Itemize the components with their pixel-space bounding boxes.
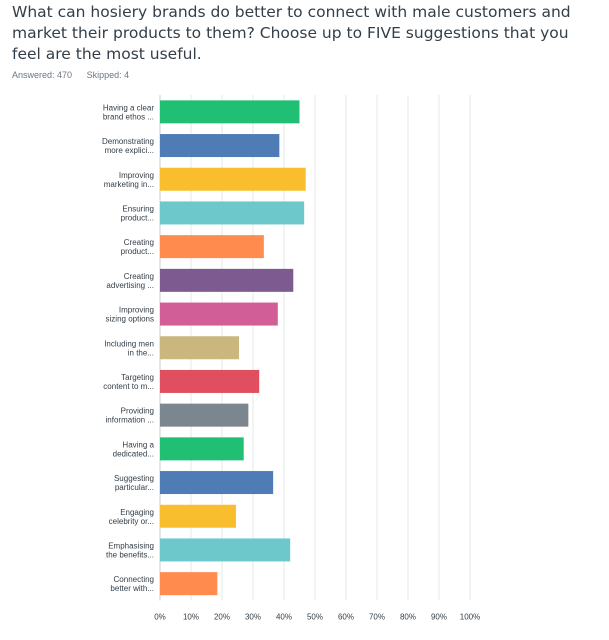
category-label: Emphasising the benefits... bbox=[106, 541, 154, 559]
category-label-line: Creating bbox=[124, 238, 154, 247]
bar bbox=[160, 403, 249, 427]
bar bbox=[160, 134, 280, 158]
x-tick-label: 70% bbox=[369, 613, 385, 622]
bar bbox=[160, 201, 305, 225]
category-label: Improving sizing options bbox=[106, 306, 154, 324]
category-label-line: Having a clear bbox=[103, 103, 154, 112]
x-tick-label: 40% bbox=[276, 613, 292, 622]
category-label-line: Providing bbox=[121, 407, 154, 416]
bar bbox=[160, 100, 300, 124]
x-tick-label: 20% bbox=[214, 613, 230, 622]
bar bbox=[160, 437, 244, 461]
x-tick-label: 0% bbox=[154, 613, 166, 622]
category-label: Targeting content to m... bbox=[103, 373, 154, 391]
category-label-line: Suggesting bbox=[114, 474, 154, 483]
category-label-line: particular... bbox=[115, 483, 154, 492]
question-title: What can hosiery brands do better to con… bbox=[12, 3, 571, 63]
category-label: Creating advertising ... bbox=[106, 272, 154, 290]
bar bbox=[160, 538, 291, 562]
x-tick-label: 90% bbox=[431, 613, 447, 622]
category-label-line: sizing options bbox=[106, 315, 154, 324]
x-tick-label: 80% bbox=[400, 613, 416, 622]
category-label-line: Improving bbox=[119, 171, 154, 180]
skipped-count: Skipped: 4 bbox=[86, 70, 130, 80]
x-tick-label: 10% bbox=[183, 613, 199, 622]
category-label-line: product... bbox=[121, 247, 154, 256]
category-label-line: the benefits... bbox=[106, 550, 154, 559]
x-tick-label: 100% bbox=[460, 613, 480, 622]
category-label-line: Emphasising bbox=[108, 541, 154, 550]
category-label-line: product... bbox=[121, 213, 154, 222]
bar bbox=[160, 471, 274, 495]
category-label: Suggesting particular... bbox=[114, 474, 154, 492]
category-label-line: content to m... bbox=[103, 382, 154, 391]
category-label-line: information ... bbox=[106, 416, 154, 425]
bar bbox=[160, 369, 260, 393]
category-label-line: Including men bbox=[104, 339, 154, 348]
category-label-line: celebrity or... bbox=[109, 517, 154, 526]
category-label: Having a clear brand ethos ... bbox=[103, 103, 154, 121]
category-label-line: Connecting bbox=[114, 575, 154, 584]
response-stats: Answered: 470 Skipped: 4 bbox=[12, 70, 141, 80]
category-label-line: more explici... bbox=[105, 146, 154, 155]
category-label: Creating product... bbox=[121, 238, 154, 256]
category-label-line: in the... bbox=[128, 348, 154, 357]
bar bbox=[160, 167, 306, 191]
category-label: Ensuring product... bbox=[121, 204, 154, 222]
category-label-line: Having a bbox=[122, 440, 154, 449]
category-label: Including men in the... bbox=[104, 339, 154, 357]
category-label-line: Creating bbox=[124, 272, 154, 281]
category-label: Providing information ... bbox=[106, 407, 154, 425]
x-tick-label: 60% bbox=[338, 613, 354, 622]
bar bbox=[160, 268, 294, 292]
bar bbox=[160, 302, 278, 326]
category-label: Improving marketing in... bbox=[104, 171, 154, 189]
category-label-line: Ensuring bbox=[122, 204, 154, 213]
bar bbox=[160, 572, 218, 596]
category-label-line: advertising ... bbox=[106, 281, 154, 290]
category-label-line: better with... bbox=[110, 584, 154, 593]
category-label: Connecting better with... bbox=[110, 575, 154, 593]
x-tick-label: 30% bbox=[245, 613, 261, 622]
bar bbox=[160, 504, 236, 528]
category-label-line: brand ethos ... bbox=[103, 112, 154, 121]
category-label-line: Improving bbox=[119, 306, 154, 315]
bar bbox=[160, 235, 264, 259]
category-label-line: Engaging bbox=[120, 508, 154, 517]
x-tick-label: 50% bbox=[307, 613, 323, 622]
bar bbox=[160, 336, 240, 360]
category-label-line: dedicated... bbox=[113, 449, 154, 458]
category-label: Engaging celebrity or... bbox=[109, 508, 154, 526]
category-label: Having a dedicated... bbox=[113, 440, 155, 458]
category-label: Demonstrating more explici... bbox=[102, 137, 154, 155]
category-label-line: Demonstrating bbox=[102, 137, 154, 146]
category-label-line: Targeting bbox=[121, 373, 154, 382]
answered-count: Answered: 470 bbox=[12, 70, 73, 80]
category-label-line: marketing in... bbox=[104, 180, 154, 189]
